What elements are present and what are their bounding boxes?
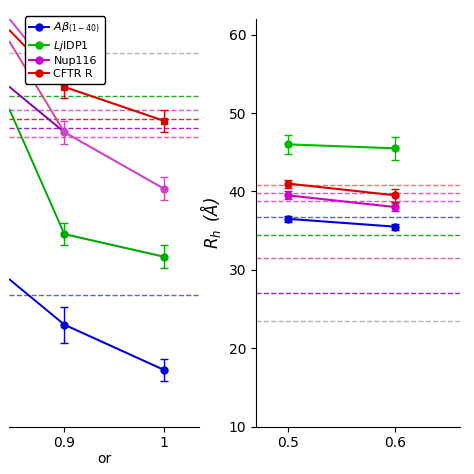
Y-axis label: $R_h\,$ (Å): $R_h\,$ (Å) xyxy=(198,197,223,249)
X-axis label: or: or xyxy=(97,452,111,466)
Legend: $A\beta_{(1-40)}$, $Lj$IDP1, Nup116, CFTR R: $A\beta_{(1-40)}$, $Lj$IDP1, Nup116, CFT… xyxy=(25,17,105,83)
